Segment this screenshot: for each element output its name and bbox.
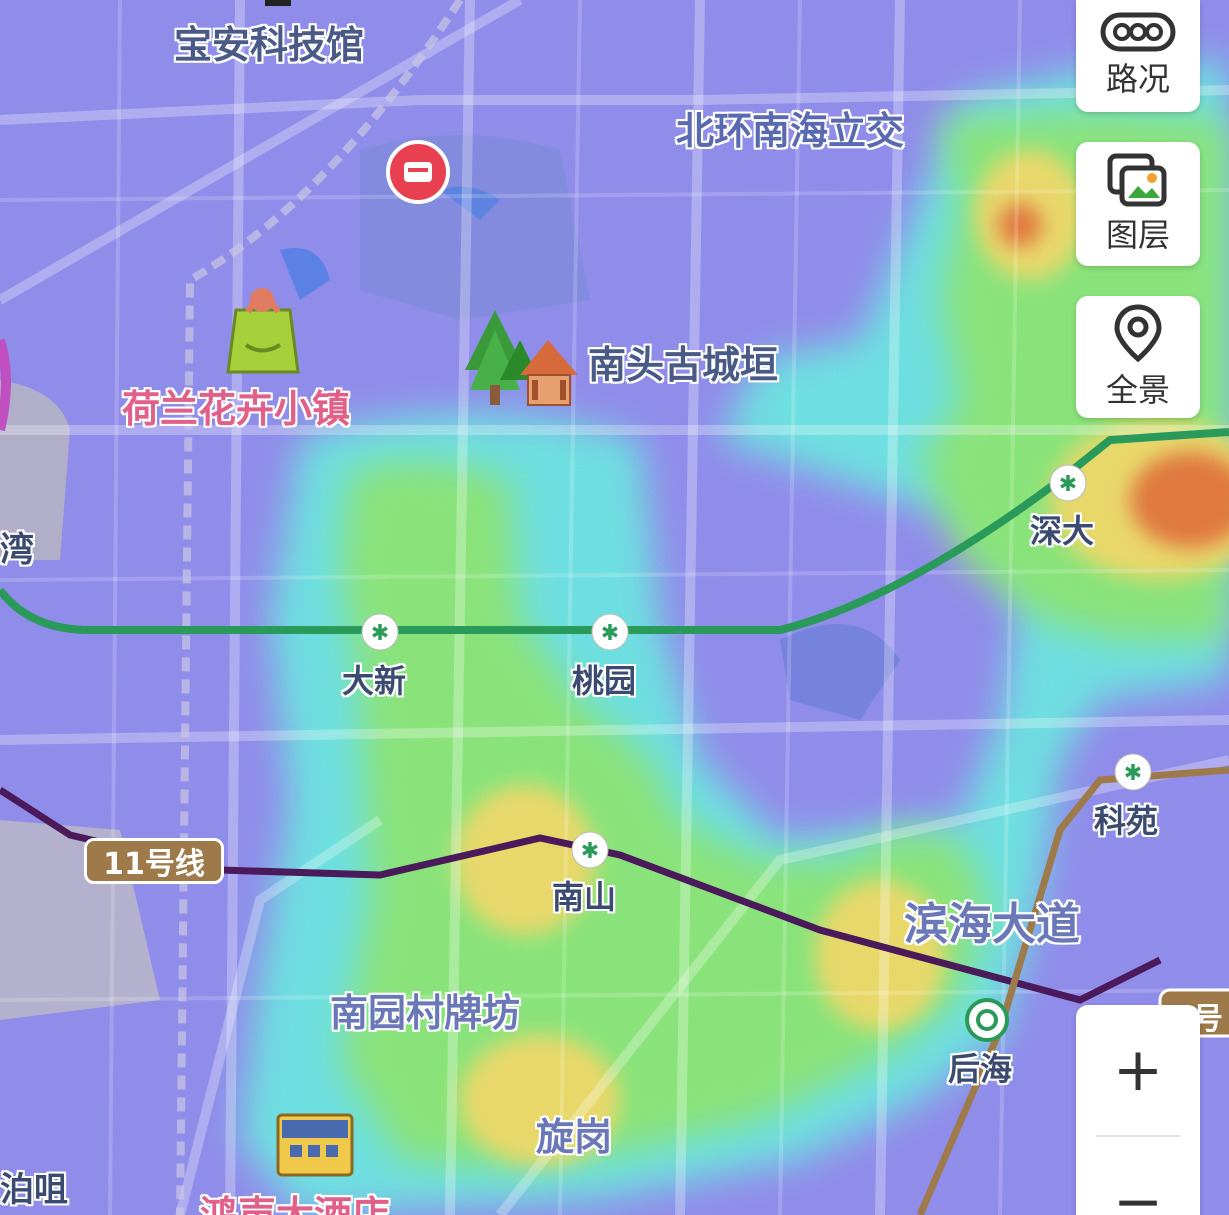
- place-label-holland-town[interactable]: 荷兰花卉小镇: [122, 387, 351, 431]
- svg-text:✱: ✱: [1059, 472, 1077, 497]
- svg-text:✱: ✱: [601, 621, 619, 646]
- place-label-left-bottom: 泊咀: [0, 1170, 68, 1210]
- grey-block: [0, 380, 70, 560]
- restaurant-icon[interactable]: [386, 140, 450, 204]
- zoom-control: + −: [1076, 1005, 1200, 1215]
- zoom-in-button[interactable]: +: [1076, 1013, 1200, 1127]
- station-label-nanshan[interactable]: 南山: [552, 878, 617, 916]
- panorama-button[interactable]: 全景: [1076, 296, 1200, 418]
- metro-icon[interactable]: ✱: [1114, 753, 1152, 791]
- svg-text:✱: ✱: [581, 839, 599, 864]
- metro-icon[interactable]: ✱: [591, 613, 629, 651]
- place-label-hotel[interactable]: 鸿声大酒店: [200, 1193, 391, 1215]
- zoom-in-icon: +: [1112, 1035, 1164, 1105]
- line-badge-11[interactable]: 11号线: [84, 838, 224, 884]
- heat-orange: [998, 203, 1229, 548]
- location-pin-icon: [1114, 304, 1162, 363]
- transfer-icon[interactable]: [965, 998, 1009, 1042]
- place-label-xuangang[interactable]: 旋岗: [536, 1115, 613, 1159]
- station-label-shenda[interactable]: 深大: [1030, 512, 1095, 550]
- hotel-icon[interactable]: [276, 1113, 354, 1177]
- place-label-science-museum[interactable]: 宝安科技馆: [174, 23, 365, 67]
- traffic-label: 路况: [1105, 60, 1170, 98]
- layers-button[interactable]: 图层: [1076, 142, 1200, 266]
- place-label-nanyuan-arch[interactable]: 南园村牌坊: [330, 991, 521, 1035]
- metro-line-green: [0, 428, 1229, 634]
- station-label-houhai[interactable]: 后海: [948, 1050, 1013, 1088]
- panorama-label: 全景: [1105, 371, 1170, 409]
- station-label-taoyuan[interactable]: 桃园: [572, 662, 637, 700]
- road-label-binhai: 滨海大道: [904, 899, 1080, 950]
- place-label-interchange[interactable]: 北环南海立交: [676, 109, 905, 153]
- svg-text:✱: ✱: [371, 621, 389, 646]
- station-label-keyuan[interactable]: 科苑: [1094, 802, 1159, 840]
- place-label-left-wan: 湾: [0, 530, 34, 570]
- metro-icon[interactable]: ✱: [571, 831, 609, 869]
- park-icon[interactable]: [465, 310, 578, 406]
- place-label-nantou-city[interactable]: 南头古城垣: [588, 343, 779, 387]
- traffic-button[interactable]: 路况: [1076, 0, 1200, 112]
- zoom-out-button[interactable]: −: [1076, 1145, 1200, 1215]
- metro-icon[interactable]: ✱: [1049, 464, 1087, 502]
- zoom-out-icon: −: [1112, 1167, 1164, 1215]
- station-label-daxin[interactable]: 大新: [342, 662, 407, 700]
- zoom-divider: [1096, 1135, 1180, 1137]
- metro-icon[interactable]: ✱: [361, 613, 399, 651]
- traffic-icon: [1100, 12, 1176, 52]
- layers-icon: [1107, 153, 1167, 207]
- shopping-bag-icon[interactable]: [226, 288, 300, 374]
- svg-text:✱: ✱: [1124, 761, 1142, 786]
- layers-label: 图层: [1105, 216, 1170, 254]
